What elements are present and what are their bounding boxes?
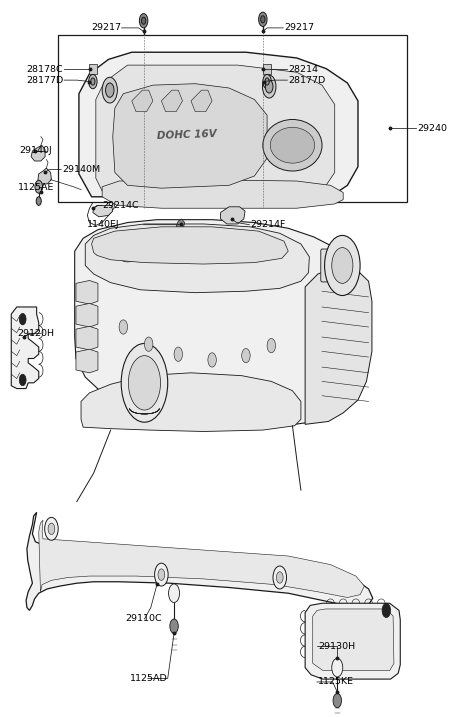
Circle shape <box>121 343 168 422</box>
Circle shape <box>35 180 43 193</box>
Text: 29110C: 29110C <box>125 614 162 624</box>
Circle shape <box>19 313 26 325</box>
Ellipse shape <box>270 128 315 163</box>
Polygon shape <box>76 326 98 350</box>
Text: 28214: 28214 <box>288 65 318 74</box>
Circle shape <box>106 83 114 98</box>
Ellipse shape <box>154 236 177 257</box>
Polygon shape <box>79 52 358 201</box>
Circle shape <box>154 563 168 586</box>
Text: 28177D: 28177D <box>288 75 326 85</box>
Polygon shape <box>176 219 185 229</box>
Polygon shape <box>93 205 113 217</box>
Circle shape <box>325 235 360 295</box>
Circle shape <box>265 80 273 93</box>
Text: 29217: 29217 <box>91 24 121 32</box>
Ellipse shape <box>116 240 139 262</box>
Circle shape <box>48 523 55 535</box>
Text: DOHC 16V: DOHC 16V <box>157 129 217 141</box>
Polygon shape <box>220 206 245 224</box>
Polygon shape <box>11 307 39 389</box>
Circle shape <box>158 569 165 580</box>
Circle shape <box>208 353 216 367</box>
Polygon shape <box>96 65 335 195</box>
Text: 1125AD: 1125AD <box>130 674 167 683</box>
Text: 29214F: 29214F <box>250 220 286 229</box>
Bar <box>58 35 407 202</box>
Bar <box>89 65 97 75</box>
Circle shape <box>174 347 182 361</box>
Text: 29130H: 29130H <box>318 642 355 650</box>
Circle shape <box>332 658 343 677</box>
Circle shape <box>102 77 117 103</box>
Circle shape <box>333 693 342 708</box>
Polygon shape <box>26 513 373 610</box>
Ellipse shape <box>263 120 322 171</box>
Circle shape <box>261 16 265 23</box>
Polygon shape <box>85 224 309 293</box>
Circle shape <box>91 78 95 85</box>
Text: 29217: 29217 <box>284 24 314 32</box>
Polygon shape <box>305 265 372 424</box>
Text: 29140M: 29140M <box>62 165 100 174</box>
Circle shape <box>19 374 26 386</box>
Polygon shape <box>81 373 301 432</box>
FancyBboxPatch shape <box>321 249 347 282</box>
Polygon shape <box>113 84 267 188</box>
Circle shape <box>273 566 286 589</box>
Polygon shape <box>76 303 98 327</box>
Circle shape <box>382 603 391 617</box>
Circle shape <box>242 348 250 363</box>
Text: 1140EJ: 1140EJ <box>88 220 120 229</box>
Polygon shape <box>76 280 98 304</box>
Circle shape <box>141 17 146 24</box>
Polygon shape <box>191 90 212 112</box>
Circle shape <box>332 247 353 283</box>
Circle shape <box>277 571 283 583</box>
Circle shape <box>119 320 128 334</box>
Polygon shape <box>31 146 45 161</box>
Circle shape <box>88 75 97 89</box>
Polygon shape <box>76 349 98 373</box>
Polygon shape <box>305 603 400 679</box>
Bar <box>263 65 271 75</box>
Text: 29240: 29240 <box>417 123 447 133</box>
Polygon shape <box>38 168 52 184</box>
Polygon shape <box>161 90 182 112</box>
Circle shape <box>128 356 161 410</box>
Circle shape <box>145 337 153 351</box>
Circle shape <box>267 338 276 353</box>
Polygon shape <box>75 219 371 427</box>
Polygon shape <box>102 179 343 208</box>
Text: 28177D: 28177D <box>26 75 63 85</box>
Polygon shape <box>92 227 288 264</box>
Polygon shape <box>39 521 364 597</box>
Text: 1125KE: 1125KE <box>318 678 354 686</box>
Ellipse shape <box>192 234 215 256</box>
Text: 28178C: 28178C <box>26 65 63 74</box>
Circle shape <box>263 75 271 89</box>
Circle shape <box>139 14 148 28</box>
Circle shape <box>170 619 178 633</box>
Circle shape <box>44 518 58 541</box>
Text: 29140J: 29140J <box>20 146 53 156</box>
Circle shape <box>36 196 41 205</box>
Ellipse shape <box>230 239 253 260</box>
Text: 29120H: 29120H <box>18 329 55 338</box>
Circle shape <box>168 584 180 602</box>
Text: 1125AE: 1125AE <box>18 183 54 192</box>
Text: 29214C: 29214C <box>102 201 139 210</box>
Circle shape <box>259 12 267 27</box>
Circle shape <box>265 78 269 85</box>
Circle shape <box>262 75 276 98</box>
Polygon shape <box>313 609 394 670</box>
Polygon shape <box>132 90 153 112</box>
